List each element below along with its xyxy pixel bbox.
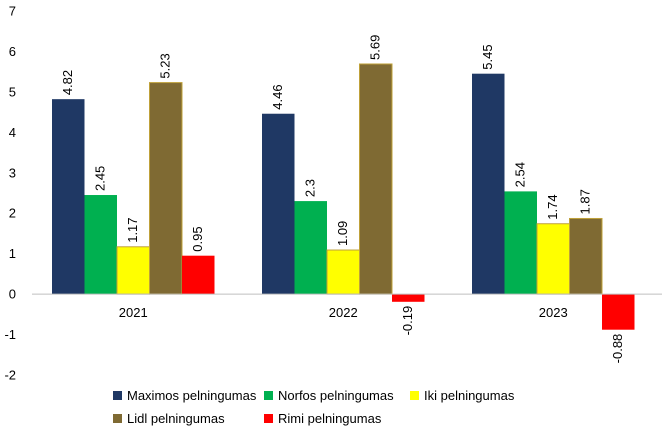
- bar-norfos-pelningumas-2021: [84, 195, 117, 295]
- bar-rimi-pelningumas-2023: [602, 294, 635, 330]
- y-tick-label: -1: [4, 327, 16, 342]
- data-label: 0.95: [190, 226, 205, 251]
- data-labels: 4.82 2.45 1.17 5.23 0.95 4.46 2.3 1.09 5.69 -0.19…: [60, 35, 625, 364]
- y-tick-label: 7: [9, 4, 16, 19]
- legend-item: Rimi pelningumas: [264, 411, 382, 426]
- data-label: 4.46: [270, 84, 285, 109]
- bars: [52, 63, 635, 330]
- data-label: 5.23: [158, 53, 173, 78]
- bar-iki-pelningumas-2023: [536, 223, 570, 295]
- y-tick-label: 2: [9, 206, 16, 221]
- legend-label: Maximos pelningumas: [127, 388, 257, 403]
- y-tick-label: 1: [9, 246, 16, 261]
- x-category-label: 2021: [119, 305, 148, 320]
- legend-item: Iki pelningumas: [410, 388, 515, 403]
- data-label: -0.19: [400, 306, 415, 336]
- bar-iki-pelningumas-2021: [116, 246, 150, 295]
- legend-item: Norfos pelningumas: [264, 388, 394, 403]
- legend-swatch: [113, 391, 122, 400]
- data-label: 2.45: [93, 166, 108, 191]
- x-category-label: 2023: [539, 305, 568, 320]
- bar-maximos-pelningumas-2021: [52, 99, 85, 295]
- data-label: 5.69: [368, 35, 383, 60]
- y-tick-label: -2: [4, 368, 16, 383]
- bar-iki-pelningumas-2022: [326, 249, 360, 295]
- data-label: -0.88: [610, 334, 625, 364]
- data-label: 5.45: [480, 44, 495, 69]
- data-label: 1.09: [335, 221, 350, 246]
- bar-lidl-pelningumas-2021: [149, 82, 183, 295]
- x-axis-category-labels: 2021 2022 2023: [119, 305, 568, 320]
- data-label: 1.87: [578, 189, 593, 214]
- data-label: 2.3: [303, 179, 318, 197]
- y-tick-label: 0: [9, 287, 16, 302]
- legend-label: Iki pelningumas: [424, 388, 515, 403]
- legend-swatch: [410, 391, 419, 400]
- x-category-label: 2022: [329, 305, 358, 320]
- y-tick-label: 6: [9, 44, 16, 59]
- bar-norfos-pelningumas-2022: [294, 201, 327, 295]
- bar-maximos-pelningumas-2023: [472, 73, 505, 295]
- bar-maximos-pelningumas-2022: [262, 113, 295, 295]
- bar-norfos-pelningumas-2023: [504, 191, 537, 295]
- y-tick-label: 4: [9, 125, 16, 140]
- y-axis-tick-labels: -2 -1 0 1 2 3 4 5 6 7: [4, 4, 16, 383]
- bar-lidl-pelningumas-2022: [359, 63, 393, 295]
- data-label: 4.82: [60, 70, 75, 95]
- legend-swatch: [264, 414, 273, 423]
- bar-rimi-pelningumas-2022: [392, 294, 425, 302]
- legend-item: Lidl pelningumas: [113, 411, 225, 426]
- bar-rimi-pelningumas-2021: [182, 255, 215, 295]
- legend-swatch: [264, 391, 273, 400]
- legend-item: Maximos pelningumas: [113, 388, 257, 403]
- legend-swatch: [113, 414, 122, 423]
- data-label: 1.74: [545, 194, 560, 219]
- y-tick-label: 5: [9, 84, 16, 99]
- data-label: 1.17: [125, 217, 140, 242]
- legend-label: Lidl pelningumas: [127, 411, 225, 426]
- legend-label: Norfos pelningumas: [278, 388, 394, 403]
- legend: Maximos pelningumas Norfos pelningumas Iki…: [113, 388, 515, 426]
- bar-lidl-pelningumas-2023: [569, 217, 603, 295]
- y-tick-label: 3: [9, 165, 16, 180]
- legend-label: Rimi pelningumas: [278, 411, 382, 426]
- data-label: 2.54: [513, 162, 528, 187]
